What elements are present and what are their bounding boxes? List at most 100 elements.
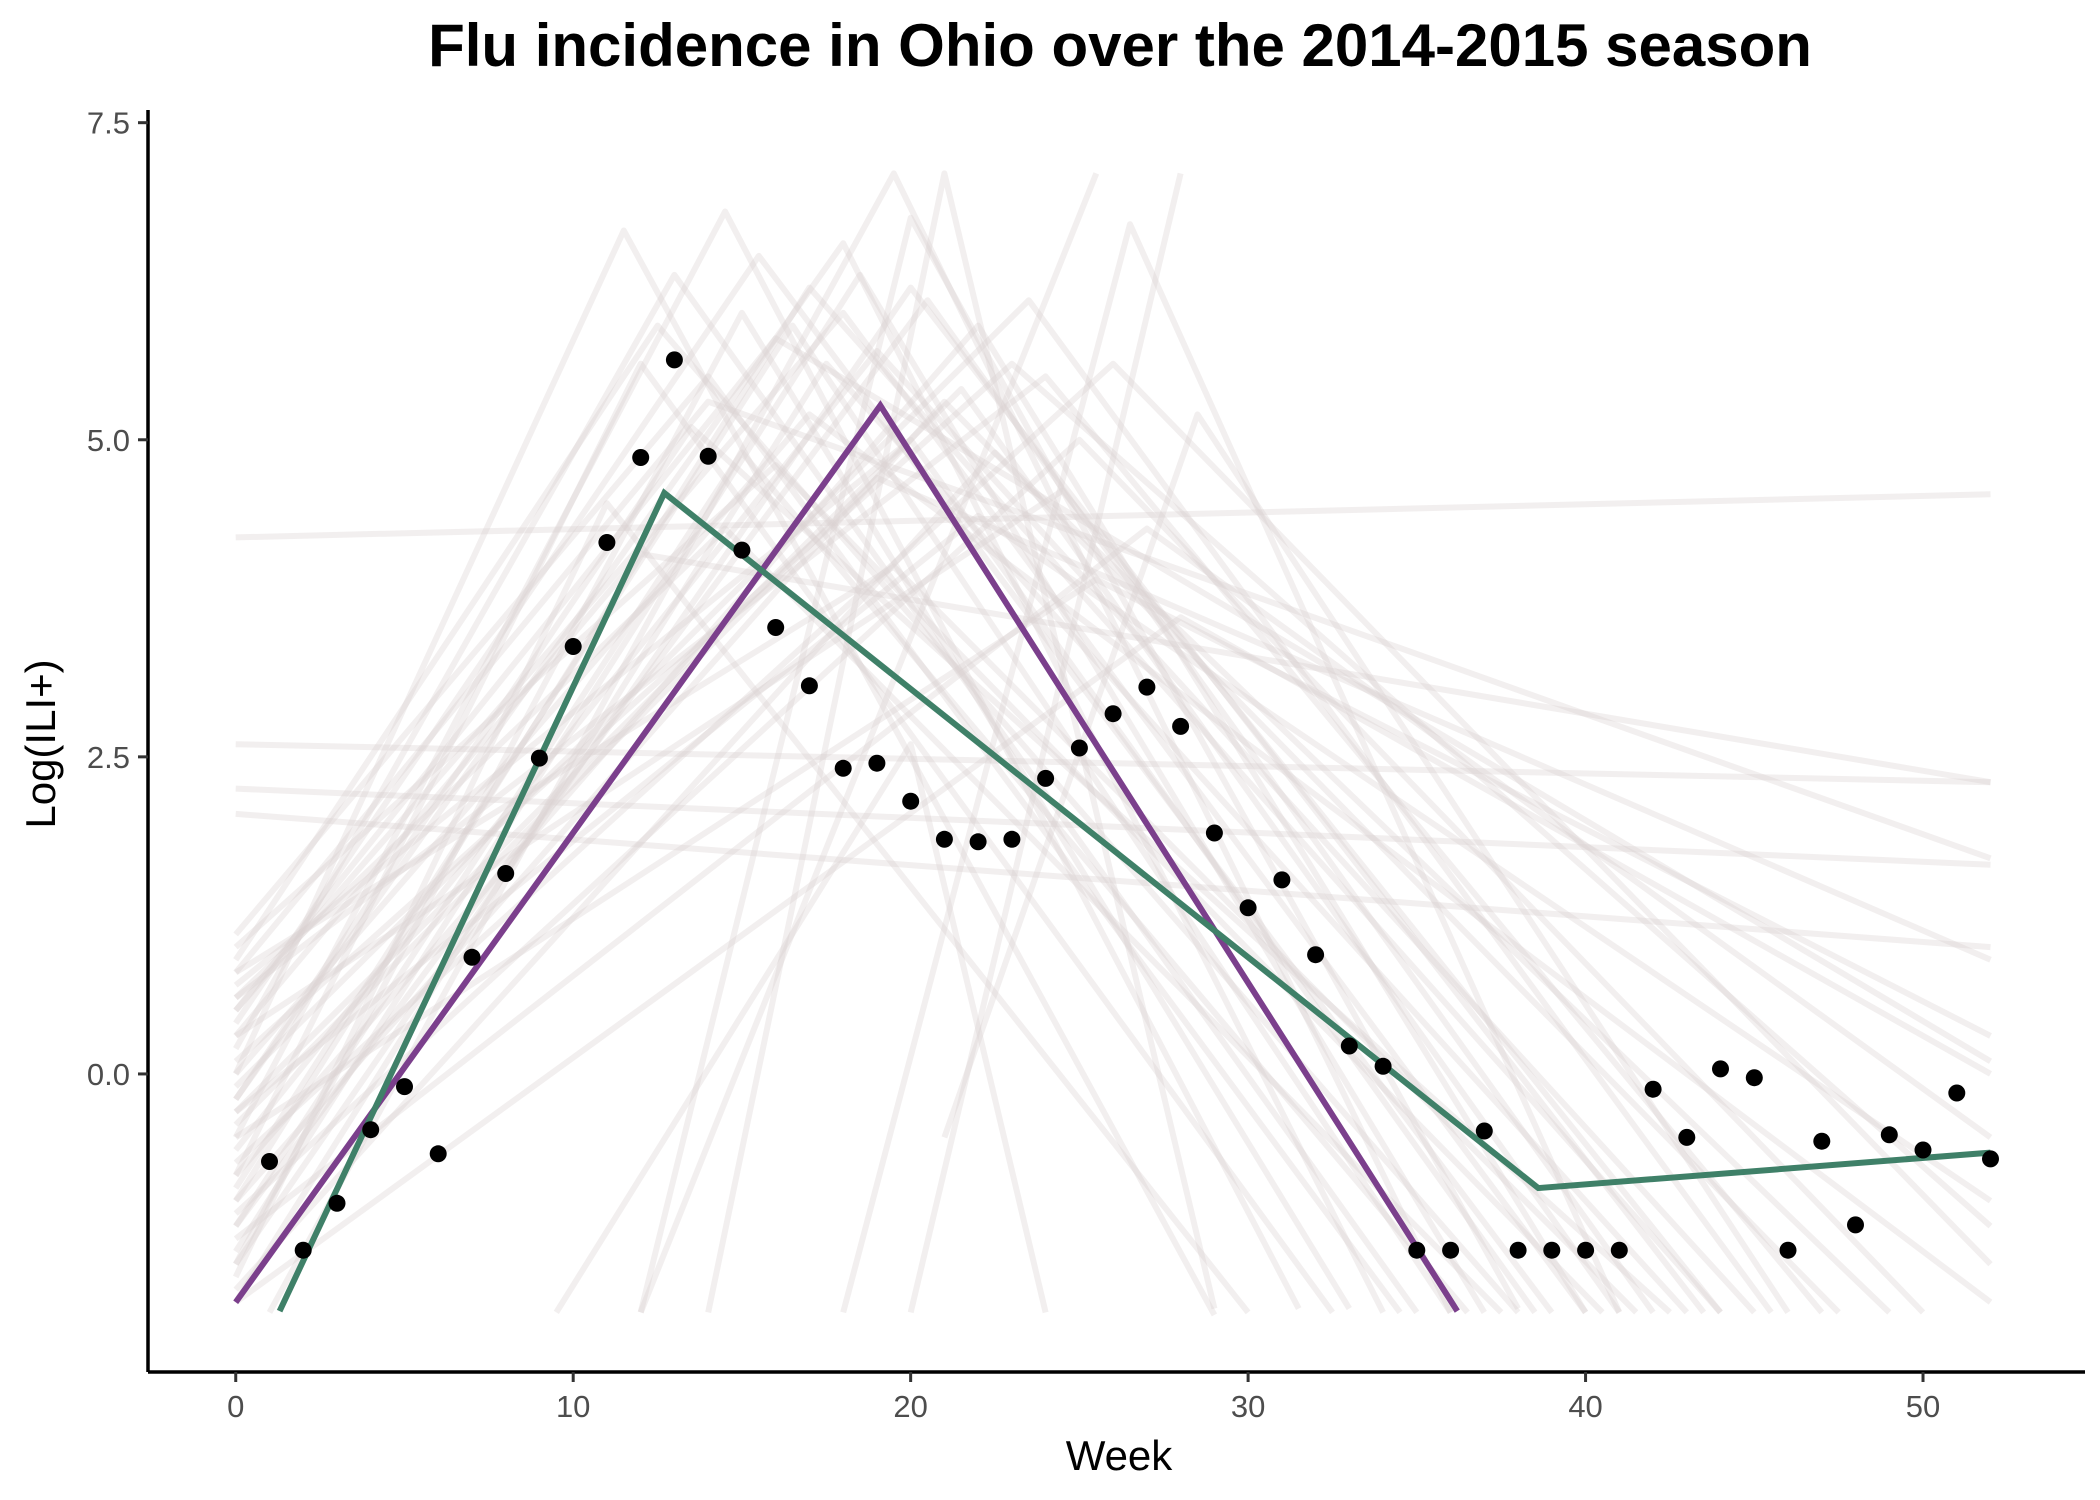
sample-line xyxy=(233,398,1841,1315)
observed-points xyxy=(261,351,1999,1259)
data-point xyxy=(1172,717,1190,735)
sample-line xyxy=(233,309,1352,1311)
sample-line xyxy=(233,360,1335,1315)
data-point xyxy=(1475,1122,1493,1140)
data-point xyxy=(834,759,852,777)
sample-line xyxy=(233,284,1723,1315)
data-point xyxy=(564,638,582,655)
sample-line xyxy=(637,172,1100,1314)
sample-line xyxy=(840,221,1623,1314)
sample-line xyxy=(233,348,1757,1315)
data-point xyxy=(598,534,616,551)
data-point xyxy=(733,541,751,559)
data-point xyxy=(1442,1241,1460,1259)
x-tick-label: 10 xyxy=(556,1389,590,1424)
data-point xyxy=(1712,1060,1729,1078)
data-point xyxy=(1037,769,1055,787)
data-point xyxy=(530,749,548,767)
data-point xyxy=(868,754,886,772)
data-point xyxy=(1813,1132,1831,1150)
sample-line xyxy=(234,576,1992,1140)
data-point xyxy=(699,447,717,465)
data-point xyxy=(767,619,785,636)
sample-line xyxy=(233,436,1926,1315)
sample-line xyxy=(233,398,1992,975)
axis-ticks: 0 10 20 30 40 50 0.0 2.5 5.0 7.5 xyxy=(87,106,1940,1424)
data-point xyxy=(396,1078,413,1096)
x-tick-label: 30 xyxy=(1231,1389,1265,1424)
data-point xyxy=(1543,1241,1561,1259)
y-axis-title: Log(ILI+) xyxy=(17,659,64,828)
sample-line xyxy=(233,322,1589,1314)
sample-line xyxy=(235,491,1991,541)
sample-line xyxy=(235,785,1991,868)
y-tick-label: 7.5 xyxy=(87,106,130,141)
data-point xyxy=(328,1194,346,1212)
sample-line xyxy=(233,271,1487,1314)
data-point xyxy=(800,677,818,695)
sample-line xyxy=(233,322,1521,1315)
data-point xyxy=(1003,830,1021,848)
x-axis-title: Week xyxy=(1066,1432,1174,1479)
sample-line xyxy=(233,525,1993,1242)
sample-line xyxy=(233,614,1992,1305)
data-point xyxy=(1239,899,1257,917)
sample-line xyxy=(233,240,1386,1314)
data-point xyxy=(1138,678,1156,696)
sample-line xyxy=(233,208,1302,1310)
x-tick-label: 50 xyxy=(1906,1389,1940,1424)
y-tick-label: 2.5 xyxy=(87,740,130,775)
sample-line xyxy=(233,297,1774,1315)
data-point xyxy=(1982,1150,1999,1168)
sample-line xyxy=(232,227,1218,1317)
data-point xyxy=(1914,1141,1932,1159)
sample-line xyxy=(233,373,1825,1315)
fit-line-green xyxy=(276,488,1991,1313)
sample-line xyxy=(233,373,1403,1315)
sample-line xyxy=(233,386,1622,1315)
data-point xyxy=(1509,1241,1527,1259)
data-point xyxy=(429,1145,447,1163)
sample-line xyxy=(233,322,1454,1315)
data-point xyxy=(1205,824,1223,842)
data-point xyxy=(1307,946,1325,964)
fitted-lines xyxy=(233,400,1991,1313)
sample-line xyxy=(907,172,1184,1314)
sample-line xyxy=(234,487,1723,1315)
data-point xyxy=(1577,1241,1595,1259)
data-point xyxy=(261,1153,278,1170)
sample-line xyxy=(233,271,1420,1315)
data-point xyxy=(1273,871,1291,889)
fit-line-purple xyxy=(233,400,1460,1313)
data-point xyxy=(1678,1128,1696,1146)
sample-line xyxy=(232,500,1251,1315)
sample-line xyxy=(233,462,1605,1315)
data-point xyxy=(969,833,987,851)
sample-line xyxy=(233,252,1555,1315)
data-point xyxy=(362,1121,380,1139)
y-tick-label: 5.0 xyxy=(87,423,130,458)
sample-line xyxy=(235,741,1991,786)
sample-line xyxy=(941,411,1791,1315)
sample-line xyxy=(233,360,1993,1229)
data-point xyxy=(665,351,683,369)
data-point xyxy=(497,865,515,882)
sample-line xyxy=(553,741,1049,1314)
y-tick-label: 0.0 xyxy=(87,1057,130,1092)
sample-line xyxy=(233,424,1672,1315)
sample-line xyxy=(233,335,1993,1064)
sample-line xyxy=(705,170,1218,1314)
data-point xyxy=(1880,1126,1898,1144)
x-tick-label: 0 xyxy=(227,1389,244,1424)
data-point xyxy=(935,830,953,848)
data-point xyxy=(1779,1241,1797,1259)
sample-line xyxy=(233,474,1992,1127)
axes xyxy=(146,110,2085,1374)
data-point xyxy=(1644,1080,1662,1098)
data-point xyxy=(1340,1037,1358,1055)
data-point xyxy=(1070,739,1088,757)
sample-line xyxy=(637,214,1521,1314)
sample-line xyxy=(233,525,1504,1315)
